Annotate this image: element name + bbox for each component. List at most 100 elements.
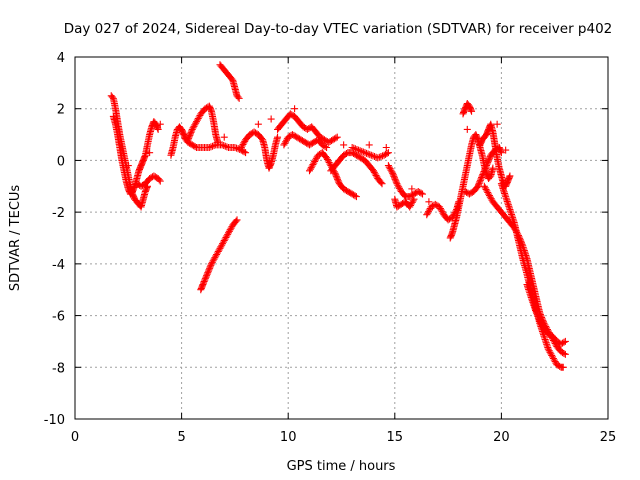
data-point-marker bbox=[370, 168, 378, 176]
series-arc-13 bbox=[348, 144, 392, 162]
data-point-marker bbox=[267, 115, 275, 123]
data-point-marker bbox=[371, 170, 379, 178]
data-point-marker bbox=[559, 363, 567, 371]
data-point-marker bbox=[199, 281, 207, 289]
data-point-marker bbox=[205, 266, 213, 274]
data-point-marker bbox=[204, 267, 212, 275]
data-point-marker bbox=[502, 146, 510, 154]
data-point-marker bbox=[390, 172, 398, 180]
y-tick-label: 2 bbox=[57, 103, 65, 118]
data-point-marker bbox=[191, 121, 199, 129]
x-tick-label: 25 bbox=[600, 430, 617, 445]
x-tick-label: 0 bbox=[71, 430, 79, 445]
data-point-marker bbox=[406, 203, 414, 211]
data-point-marker bbox=[482, 162, 490, 170]
data-point-marker bbox=[351, 145, 359, 153]
data-point-marker bbox=[366, 151, 374, 159]
data-point-marker bbox=[219, 240, 227, 248]
data-point-marker bbox=[535, 314, 543, 322]
data-point-marker bbox=[240, 139, 248, 147]
data-point-marker bbox=[486, 154, 494, 162]
data-point-marker bbox=[193, 118, 201, 126]
data-point-marker bbox=[227, 224, 235, 232]
data-point-marker bbox=[481, 184, 489, 192]
data-point-marker bbox=[108, 93, 116, 101]
data-point-marker bbox=[533, 309, 541, 317]
data-point-marker bbox=[351, 192, 359, 200]
data-point-marker bbox=[239, 140, 247, 148]
data-point-marker bbox=[387, 166, 395, 174]
data-point-marker bbox=[217, 243, 225, 251]
data-point-marker bbox=[234, 93, 242, 101]
data-point-marker bbox=[394, 181, 402, 189]
data-point-marker bbox=[384, 149, 392, 157]
data-point-marker bbox=[332, 171, 340, 179]
data-point-marker bbox=[185, 133, 193, 141]
data-point-marker bbox=[395, 183, 403, 191]
data-point-marker bbox=[209, 142, 217, 150]
data-point-marker bbox=[333, 133, 341, 141]
data-point-marker bbox=[388, 168, 396, 176]
data-point-marker bbox=[226, 226, 234, 234]
data-point-marker bbox=[544, 345, 552, 353]
data-point-marker bbox=[361, 149, 369, 157]
data-point-marker bbox=[232, 217, 240, 225]
data-point-marker bbox=[476, 178, 484, 186]
data-point-marker bbox=[194, 115, 202, 123]
data-point-marker bbox=[548, 351, 556, 359]
data-point-marker bbox=[353, 145, 361, 153]
data-point-marker bbox=[200, 278, 208, 286]
axis-ticks: 0 5 10 15 20 25 -10 -8 -6 -4 -2 0 2 4 bbox=[44, 51, 617, 445]
data-point-marker bbox=[291, 105, 299, 113]
data-point-marker bbox=[389, 171, 397, 179]
data-point-marker bbox=[489, 164, 497, 172]
data-point-marker bbox=[483, 160, 491, 168]
data-point-marker bbox=[203, 272, 211, 280]
data-point-marker bbox=[206, 264, 214, 272]
data-point-marker bbox=[436, 205, 444, 213]
data-point-marker bbox=[308, 162, 316, 170]
data-point-marker bbox=[506, 172, 514, 180]
data-point-marker bbox=[482, 185, 490, 193]
data-point-marker bbox=[482, 163, 490, 171]
data-point-marker bbox=[188, 125, 196, 133]
data-point-marker bbox=[410, 195, 418, 203]
data-point-marker bbox=[484, 188, 492, 196]
data-point-marker bbox=[479, 170, 487, 178]
data-point-marker bbox=[476, 176, 484, 184]
data-point-marker bbox=[383, 150, 391, 158]
data-point-marker bbox=[391, 175, 399, 183]
data-point-marker bbox=[367, 151, 375, 159]
data-point-marker bbox=[309, 161, 317, 169]
data-point-marker bbox=[424, 208, 432, 216]
data-point-marker bbox=[204, 269, 212, 277]
data-point-marker bbox=[485, 156, 493, 164]
data-point-marker bbox=[234, 145, 242, 153]
data-point-marker bbox=[390, 174, 398, 182]
data-point-marker bbox=[532, 308, 540, 316]
data-point-marker bbox=[358, 147, 366, 155]
data-point-marker bbox=[210, 255, 218, 263]
data-point-marker bbox=[323, 155, 331, 163]
data-point-marker bbox=[364, 150, 372, 158]
data-point-marker bbox=[438, 208, 446, 216]
data-point-marker bbox=[210, 142, 218, 150]
data-point-marker bbox=[436, 203, 444, 211]
data-point-marker bbox=[154, 125, 162, 133]
data-point-marker bbox=[282, 138, 290, 146]
data-point-marker bbox=[325, 158, 333, 166]
y-axis-label: SDTVAR / TECUs bbox=[8, 185, 23, 292]
data-point-marker bbox=[560, 349, 568, 357]
data-point-marker bbox=[374, 154, 382, 162]
data-point-marker bbox=[437, 206, 445, 214]
data-point-marker bbox=[218, 241, 226, 249]
y-tick-label: -6 bbox=[52, 310, 65, 325]
data-point-marker bbox=[377, 153, 385, 161]
data-point-marker bbox=[477, 175, 485, 183]
data-point-marker bbox=[532, 306, 540, 314]
data-point-marker bbox=[225, 227, 233, 235]
data-point-marker bbox=[192, 119, 200, 127]
data-point-marker bbox=[222, 233, 230, 241]
data-point-marker bbox=[359, 148, 367, 156]
y-tick-label: -10 bbox=[44, 413, 65, 428]
